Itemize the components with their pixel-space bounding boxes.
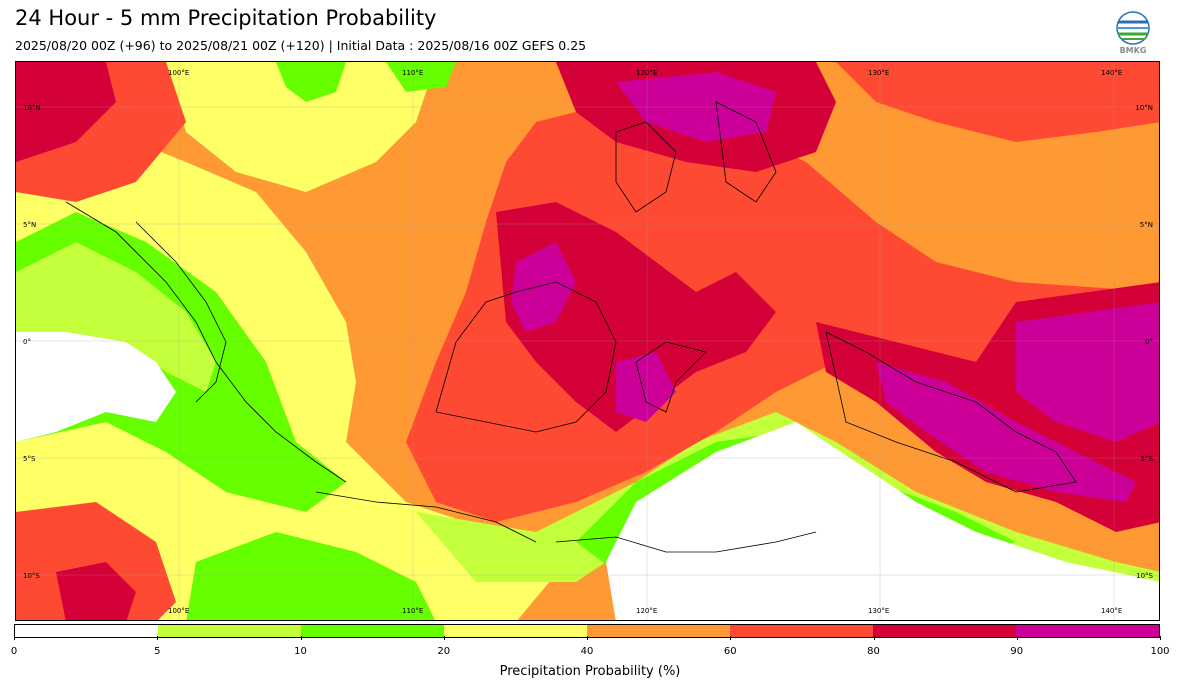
lon-label-top: 130°E [868,69,889,77]
region-green-south [186,532,435,620]
colorbar-segment [1016,625,1159,637]
colorbar-segment [301,625,444,637]
region-crimson-central [496,202,776,432]
lat-label-right: 0° [1145,338,1153,346]
lat-label-left: 0° [23,338,31,346]
lon-label-top: 140°E [1101,69,1122,77]
colorbar-label: Precipitation Probability (%) [499,664,681,679]
region-low-west [16,102,566,620]
colorbar-tick-label: 40 [567,636,607,657]
region-red-central [406,102,1159,522]
colorbar-tick-label: 80 [854,636,894,657]
region-white-southeast [606,422,1159,620]
lat-label-right: 10°N [1135,104,1153,112]
colorbar-ticks: 0 5 10 20 40 60 80 90 100 [11,636,1170,658]
colorbar-segment [873,625,1016,637]
bmkg-logo: BMKG [1114,10,1152,56]
region-red-southwest [16,502,176,620]
region-green-north [276,62,346,102]
colorbar-tick-label: 60 [710,636,750,657]
lon-label-bottom: 100°E [168,607,189,615]
colorbar-segment [15,625,158,637]
colorbar-tick-label: 0 [0,636,34,657]
lat-label-right: 10°S [1136,572,1153,580]
lat-label-left: 10°N [23,104,41,112]
colorbar-tick-label: 100 [1140,636,1180,657]
colorbar-tick-label: 5 [137,636,177,657]
coastlines [65,101,1077,553]
colorbar-segment [730,625,873,637]
graticule [16,62,1159,620]
region-magenta-papua [876,362,1136,502]
colorbar-tick-label: 20 [424,636,464,657]
lon-label-bottom: 140°E [1101,607,1122,615]
colorbar-segment [587,625,730,637]
map-canvas: 100°E 110°E 120°E 130°E 140°E 100°E 110°… [16,62,1159,620]
lon-label-bottom: 130°E [868,607,889,615]
lat-label-left: 5°N [23,221,36,229]
lat-label-right: 5°N [1140,221,1153,229]
map-title: 24 Hour - 5 mm Precipitation Probability [15,6,437,30]
lat-label-right: 5°S [1141,455,1154,463]
region-magenta-borneo [511,242,576,332]
map-subtitle: 2025/08/20 00Z (+96) to 2025/08/21 00Z (… [15,38,587,53]
region-yellow-north [166,62,436,192]
lon-label-bottom: 120°E [636,607,657,615]
region-red-northeast [836,62,1159,142]
colorbar-tick-label: 90 [997,636,1037,657]
region-green-north2 [386,62,456,92]
svg-text:BMKG: BMKG [1120,46,1147,55]
region-magenta-sulawesi [616,352,676,422]
colorbar-segment [444,625,587,637]
lon-label-top: 120°E [636,69,657,77]
lon-label-top: 110°E [402,69,423,77]
region-green-central-south [576,432,1016,572]
lon-label-bottom: 110°E [402,607,423,615]
precipitation-map: 100°E 110°E 120°E 130°E 140°E 100°E 110°… [15,61,1160,621]
lat-label-left: 10°S [23,572,40,580]
region-lime-west [16,242,216,392]
region-white-west [16,332,176,442]
region-crimson-nw [16,62,116,162]
lat-label-left: 5°S [23,455,36,463]
region-crimson-sw [56,562,136,620]
colorbar-tick-label: 10 [281,636,321,657]
lon-label-top: 100°E [168,69,189,77]
colorbar-segment [158,625,301,637]
region-magenta-east [1016,302,1159,442]
